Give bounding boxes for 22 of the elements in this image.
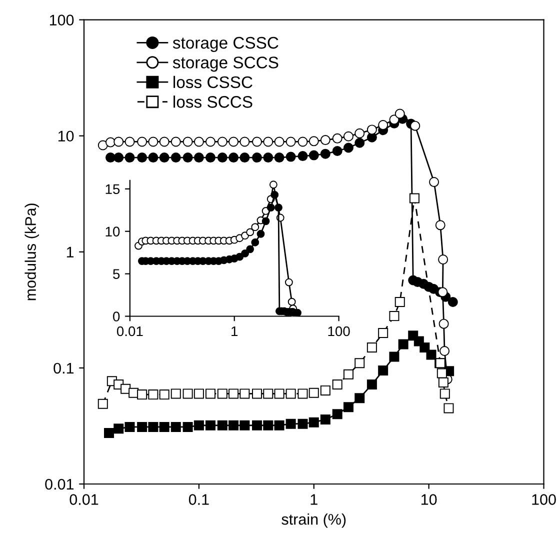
legend-label: storage SCCS — [172, 56, 278, 72]
x-tick-label: 0.01 — [70, 494, 98, 505]
y-tick-label: 10 — [58, 130, 74, 142]
y-tick-label: 0.1 — [54, 362, 74, 374]
x-axis-title: strain (%) — [282, 514, 346, 528]
x-tick-label: 0.1 — [188, 494, 209, 505]
y-tick-label: 0 — [113, 312, 120, 322]
x-tick-label: 10 — [421, 494, 437, 505]
legend-label: loss CSSC — [174, 76, 252, 88]
x-tick-label: 1 — [310, 494, 318, 505]
x-tick-label: 1 — [232, 326, 238, 336]
legend-label: storage CSSC — [172, 36, 278, 52]
x-tick-label: 100 — [328, 326, 350, 336]
y-axis-title: modulus (kPa) — [24, 204, 39, 300]
y-tick-label: 100 — [50, 14, 74, 26]
y-tick-label: 1 — [66, 246, 74, 258]
y-tick-label: 15 — [106, 184, 120, 194]
legend-label: loss SCCS — [174, 96, 252, 108]
y-tick-label: 10 — [106, 226, 120, 237]
y-tick-label: 5 — [113, 269, 120, 279]
y-tick-label: 0.01 — [45, 478, 74, 490]
x-tick-label: 100 — [532, 494, 556, 505]
